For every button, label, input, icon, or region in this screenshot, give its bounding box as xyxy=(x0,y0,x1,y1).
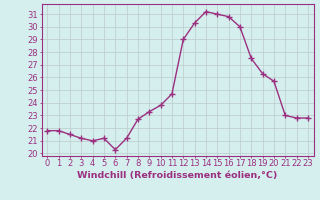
X-axis label: Windchill (Refroidissement éolien,°C): Windchill (Refroidissement éolien,°C) xyxy=(77,171,278,180)
